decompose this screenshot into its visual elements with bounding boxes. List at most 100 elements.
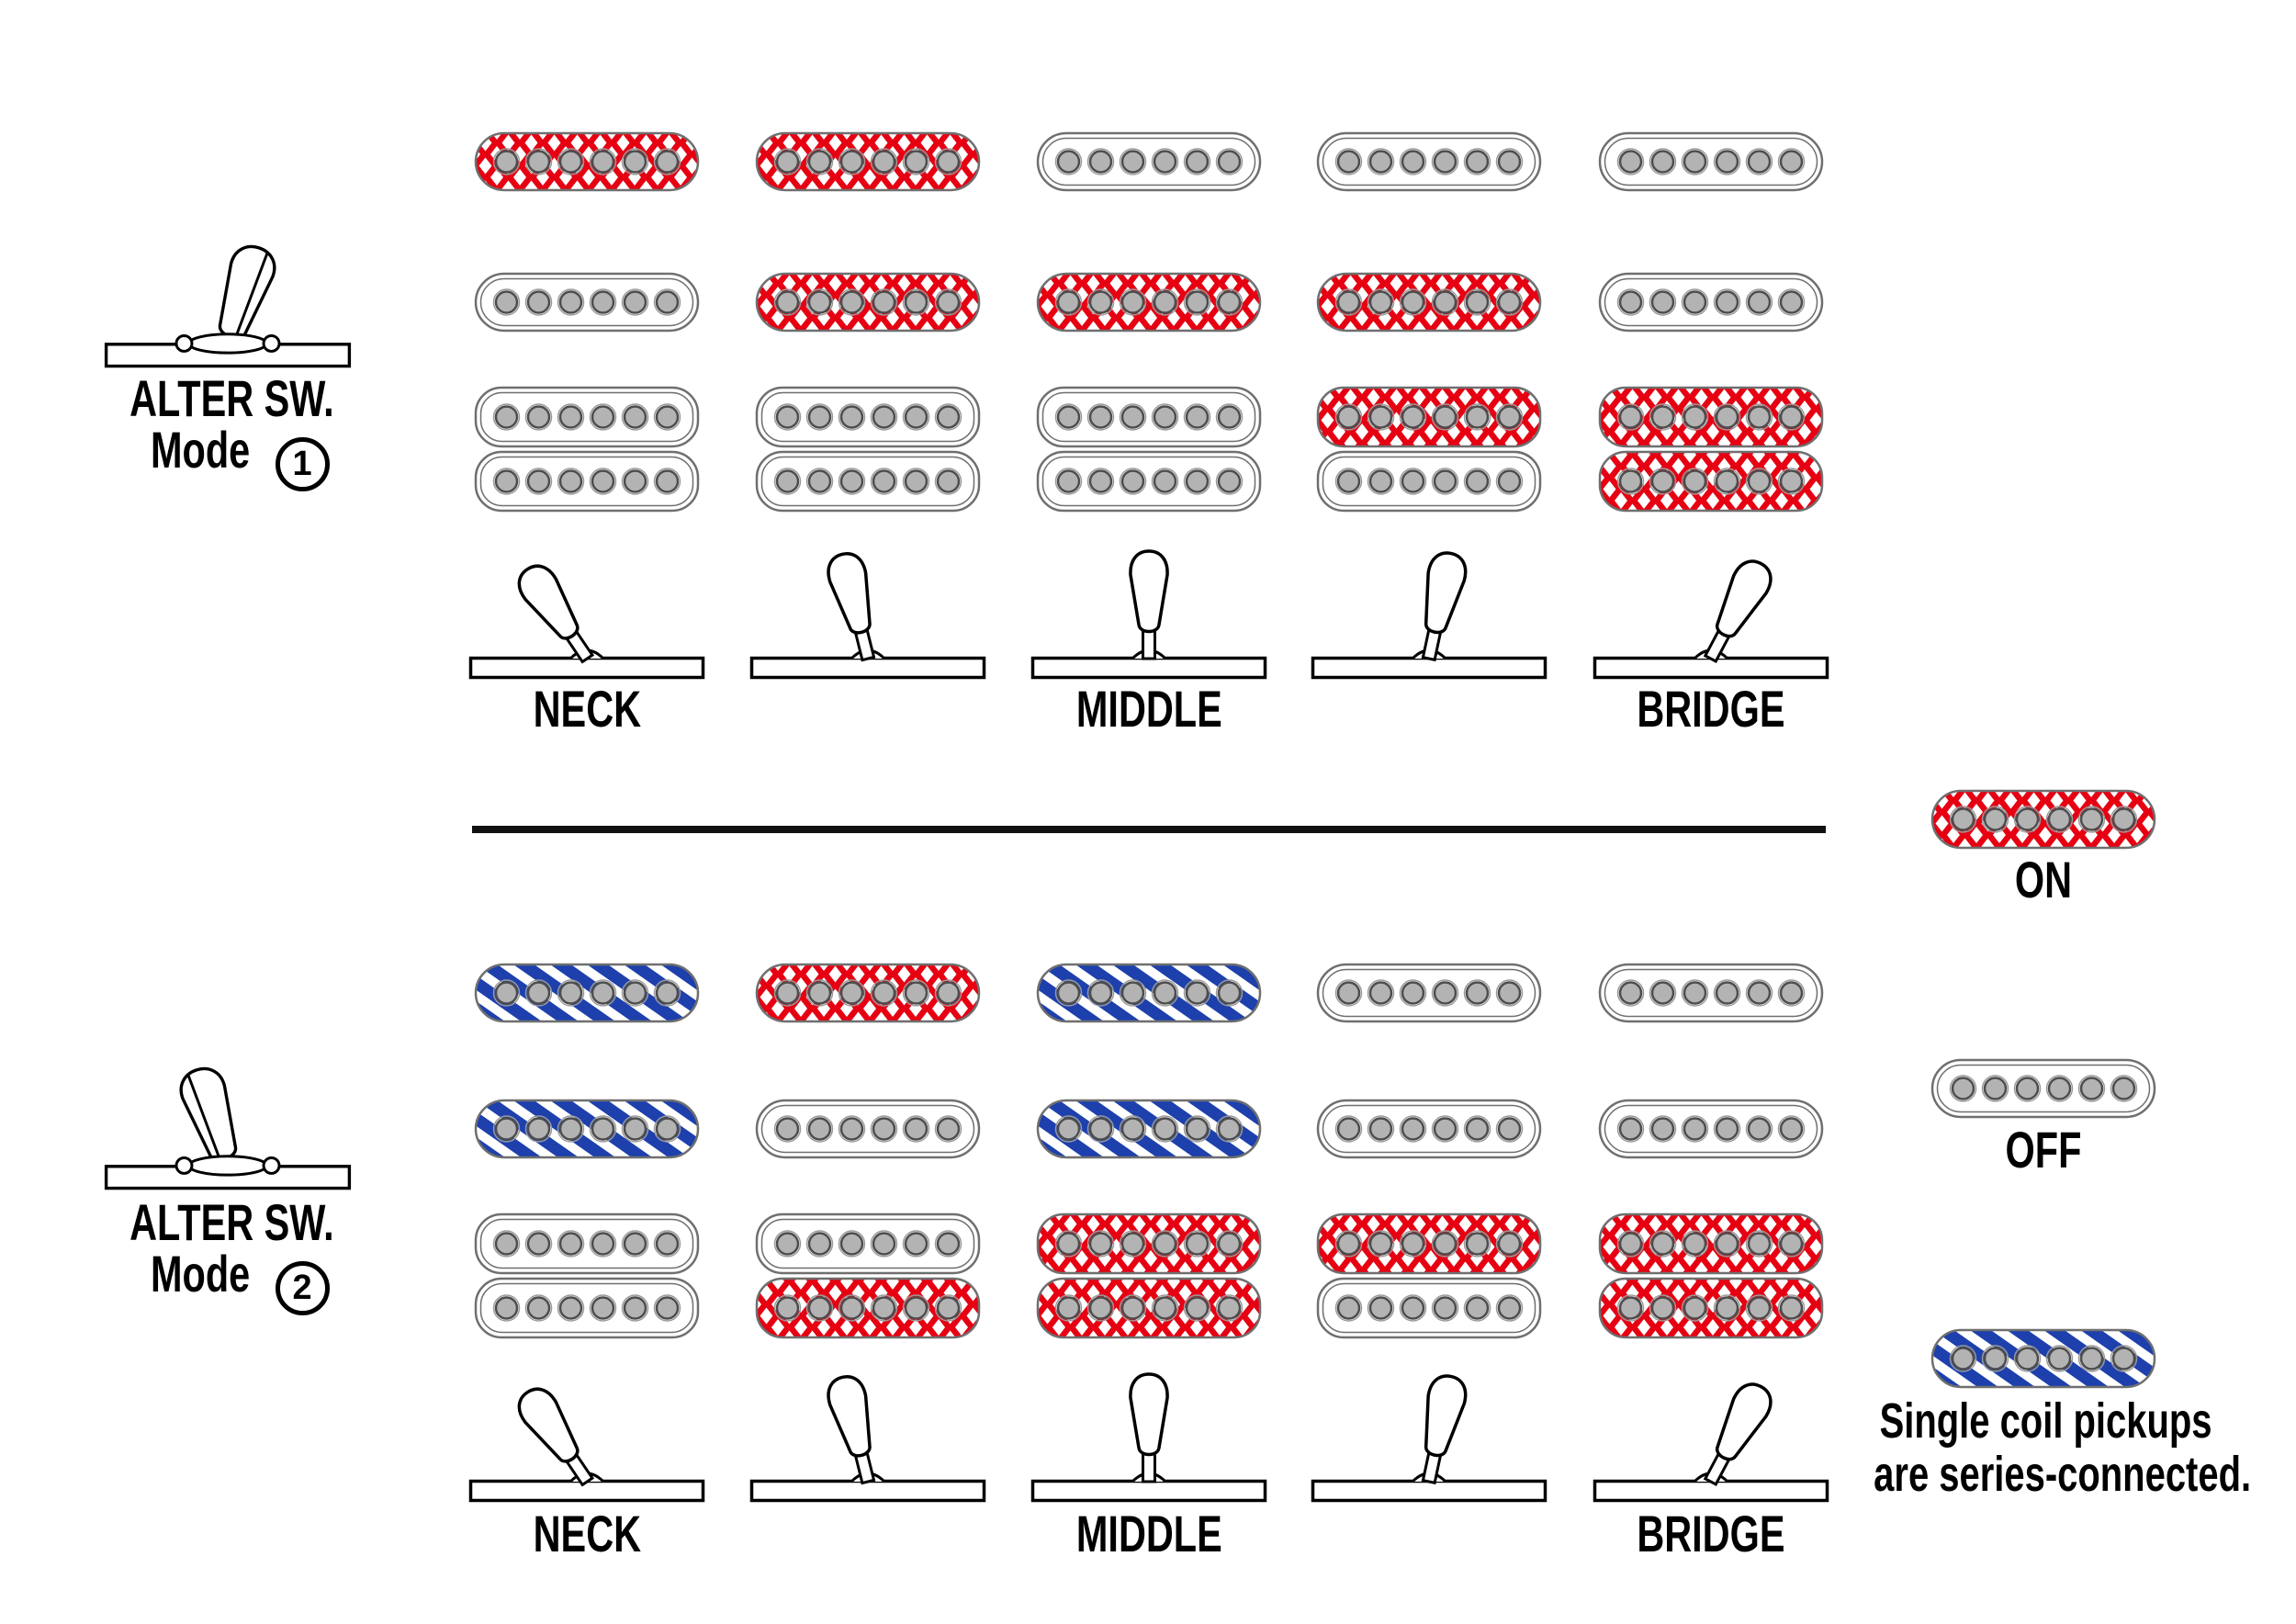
pole-piece-ring: [1495, 468, 1524, 495]
pole-piece-ring: [1334, 148, 1363, 175]
pickup-mode-1-pos1-bridge-humbucker-svg: [474, 386, 700, 513]
pole-piece-ring: [2110, 1075, 2138, 1102]
pole-piece-ring: [1183, 403, 1211, 431]
pole-piece-ring: [1086, 1230, 1115, 1257]
pole-piece-ring: [557, 979, 585, 1007]
pole-piece-ring: [1431, 468, 1459, 495]
pole-piece: [1336, 469, 1361, 493]
lever-knob: [1421, 1374, 1468, 1485]
pole-piece-ring: [1431, 979, 1459, 1007]
pole-piece: [1497, 1232, 1522, 1256]
pole-piece-ring: [653, 403, 681, 431]
pole-piece-ring: [1399, 288, 1427, 316]
pole-piece-ring: [1495, 1115, 1524, 1143]
pole-piece-ring: [2045, 806, 2074, 833]
pole-piece: [1120, 405, 1145, 429]
selector-lever-mode-2-pos1: [467, 1369, 706, 1511]
pole-piece-ring: [773, 1230, 802, 1257]
pole-piece: [936, 405, 961, 429]
pole-piece-ring: [1431, 1115, 1459, 1143]
pole-piece-ring: [1681, 403, 1709, 431]
lever-knob: [1421, 551, 1468, 662]
pole-piece: [1747, 150, 1772, 174]
pole-piece: [591, 1296, 615, 1320]
pole-piece: [1650, 405, 1675, 429]
pole-piece-ring: [1399, 1230, 1427, 1257]
pole-piece: [872, 1296, 896, 1320]
pole-piece-ring: [621, 1230, 649, 1257]
pole-piece: [494, 981, 519, 1005]
pole-piece: [1120, 290, 1145, 314]
selector-lever-mode-2-pos1-svg: [468, 1387, 705, 1503]
pole-piece: [1497, 290, 1522, 314]
pole-piece: [1185, 469, 1210, 493]
pole-piece-ring: [557, 288, 585, 316]
pole-piece: [807, 150, 832, 174]
pole-piece-ring: [492, 979, 521, 1007]
pickup-mode-2-pos4-middle-single-svg: [1316, 1099, 1542, 1159]
pole-piece-ring: [1054, 148, 1083, 175]
pole-piece: [1120, 1117, 1145, 1141]
pole-piece: [2015, 807, 2040, 831]
pole-piece-ring: [1151, 1230, 1179, 1257]
pole-piece: [1779, 1296, 1804, 1320]
pole-piece: [872, 1232, 896, 1256]
pole-piece: [1433, 981, 1458, 1005]
pole-piece: [904, 469, 929, 493]
pole-piece-ring: [1215, 403, 1244, 431]
pole-piece: [526, 1117, 551, 1141]
pickup-mode-1-pos4-bridge-humbucker: [1316, 386, 1542, 513]
pickup-mode-1-pos3-neck-single-svg: [1036, 131, 1262, 192]
pole-piece: [904, 1232, 929, 1256]
pole-piece: [623, 1232, 647, 1256]
pole-piece-ring: [1183, 979, 1211, 1007]
pole-piece-ring: [1981, 1075, 2009, 1102]
pole-piece: [1983, 807, 2008, 831]
pole-piece-ring: [589, 288, 617, 316]
pole-piece: [1088, 150, 1113, 174]
pole-piece: [1217, 405, 1242, 429]
pole-piece-ring: [838, 403, 866, 431]
pickup-mode-1-pos3-bridge-humbucker-svg: [1036, 386, 1262, 513]
pickup-mode-2-pos1-neck-single-svg: [474, 963, 700, 1023]
selector-lever-mode-2-pos5: [1592, 1369, 1830, 1511]
pole-piece: [623, 290, 647, 314]
pole-piece: [775, 981, 800, 1005]
pole-piece-ring: [1681, 979, 1709, 1007]
pole-piece: [1217, 1296, 1242, 1320]
pole-piece-ring: [1949, 1075, 1977, 1102]
pole-piece: [591, 150, 615, 174]
pole-piece: [839, 1232, 864, 1256]
pole-piece: [1497, 1117, 1522, 1141]
pole-piece: [1401, 290, 1425, 314]
pole-piece: [1618, 405, 1643, 429]
pole-piece-ring: [1463, 979, 1491, 1007]
pole-piece-ring: [589, 1294, 617, 1322]
pole-piece-ring: [1367, 468, 1395, 495]
pole-piece: [872, 981, 896, 1005]
pole-piece: [558, 150, 583, 174]
pickup-mode-1-pos2-neck-single: [755, 131, 981, 192]
pole-piece: [1056, 290, 1081, 314]
pole-piece: [1683, 1232, 1707, 1256]
pole-piece: [494, 469, 519, 493]
pole-piece-ring: [1681, 1230, 1709, 1257]
pole-piece-ring: [1054, 1230, 1083, 1257]
pole-piece-ring: [2077, 1075, 2106, 1102]
pole-piece: [526, 469, 551, 493]
pole-piece-ring: [1119, 1294, 1147, 1322]
pole-piece-ring: [1183, 1115, 1211, 1143]
pole-piece-ring: [805, 1294, 834, 1322]
pole-piece-ring: [653, 148, 681, 175]
pole-piece-ring: [1649, 979, 1677, 1007]
pickup-mode-2-pos4-bridge-humbucker-svg: [1316, 1212, 1542, 1339]
pole-piece-ring: [805, 403, 834, 431]
pole-piece-ring: [1183, 148, 1211, 175]
pole-piece: [1650, 981, 1675, 1005]
pole-piece-ring: [621, 1115, 649, 1143]
pole-piece: [1618, 290, 1643, 314]
pole-piece: [655, 150, 680, 174]
pole-piece: [1779, 1232, 1804, 1256]
pole-piece: [1217, 150, 1242, 174]
